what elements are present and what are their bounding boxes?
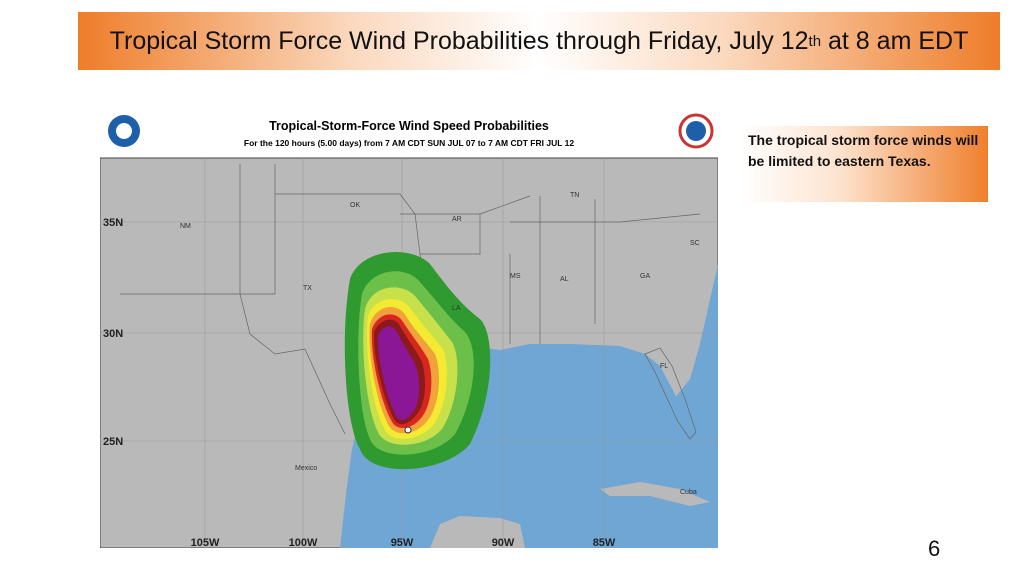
probability-contours <box>344 252 491 470</box>
place-label: LA <box>452 305 461 312</box>
title-end: at 8 am EDT <box>828 26 969 55</box>
place-label: SC <box>690 240 700 247</box>
callout: The tropical storm force winds will be l… <box>740 126 988 202</box>
map-title: Tropical-Storm-Force Wind Speed Probabil… <box>269 119 549 133</box>
page-number: 6 <box>928 536 941 561</box>
latitude-label: 25N <box>103 436 123 448</box>
map: Tropical-Storm-Force Wind Speed Probabil… <box>100 104 718 548</box>
longitude-label: 85W <box>593 537 616 548</box>
place-label: GA <box>640 273 650 280</box>
longitude-label: 100W <box>289 537 318 548</box>
place-label: Mexico <box>295 465 317 472</box>
place-label: MS <box>510 273 521 280</box>
place-label: AL <box>560 276 569 283</box>
longitude-label: 95W <box>391 537 414 548</box>
place-label: NM <box>180 223 191 230</box>
place-label: Cuba <box>680 489 697 496</box>
place-label: TN <box>570 192 579 199</box>
longitude-label: 105W <box>191 537 220 548</box>
latitude-label: 35N <box>103 217 123 229</box>
place-label: AR <box>452 216 462 223</box>
title: Tropical Storm Force Wind Probabilities … <box>109 26 809 55</box>
longitude-label: 90W <box>492 537 515 548</box>
place-label: OK <box>350 202 360 209</box>
latitude-label: 30N <box>103 328 123 340</box>
title-superscript: th <box>808 32 822 50</box>
map-subtitle: For the 120 hours (5.00 days) from 7 AM … <box>244 138 574 148</box>
title-banner: Tropical Storm Force Wind Probabilities … <box>78 12 1000 70</box>
place-label: FL <box>660 363 668 370</box>
place-label: TX <box>303 285 312 292</box>
